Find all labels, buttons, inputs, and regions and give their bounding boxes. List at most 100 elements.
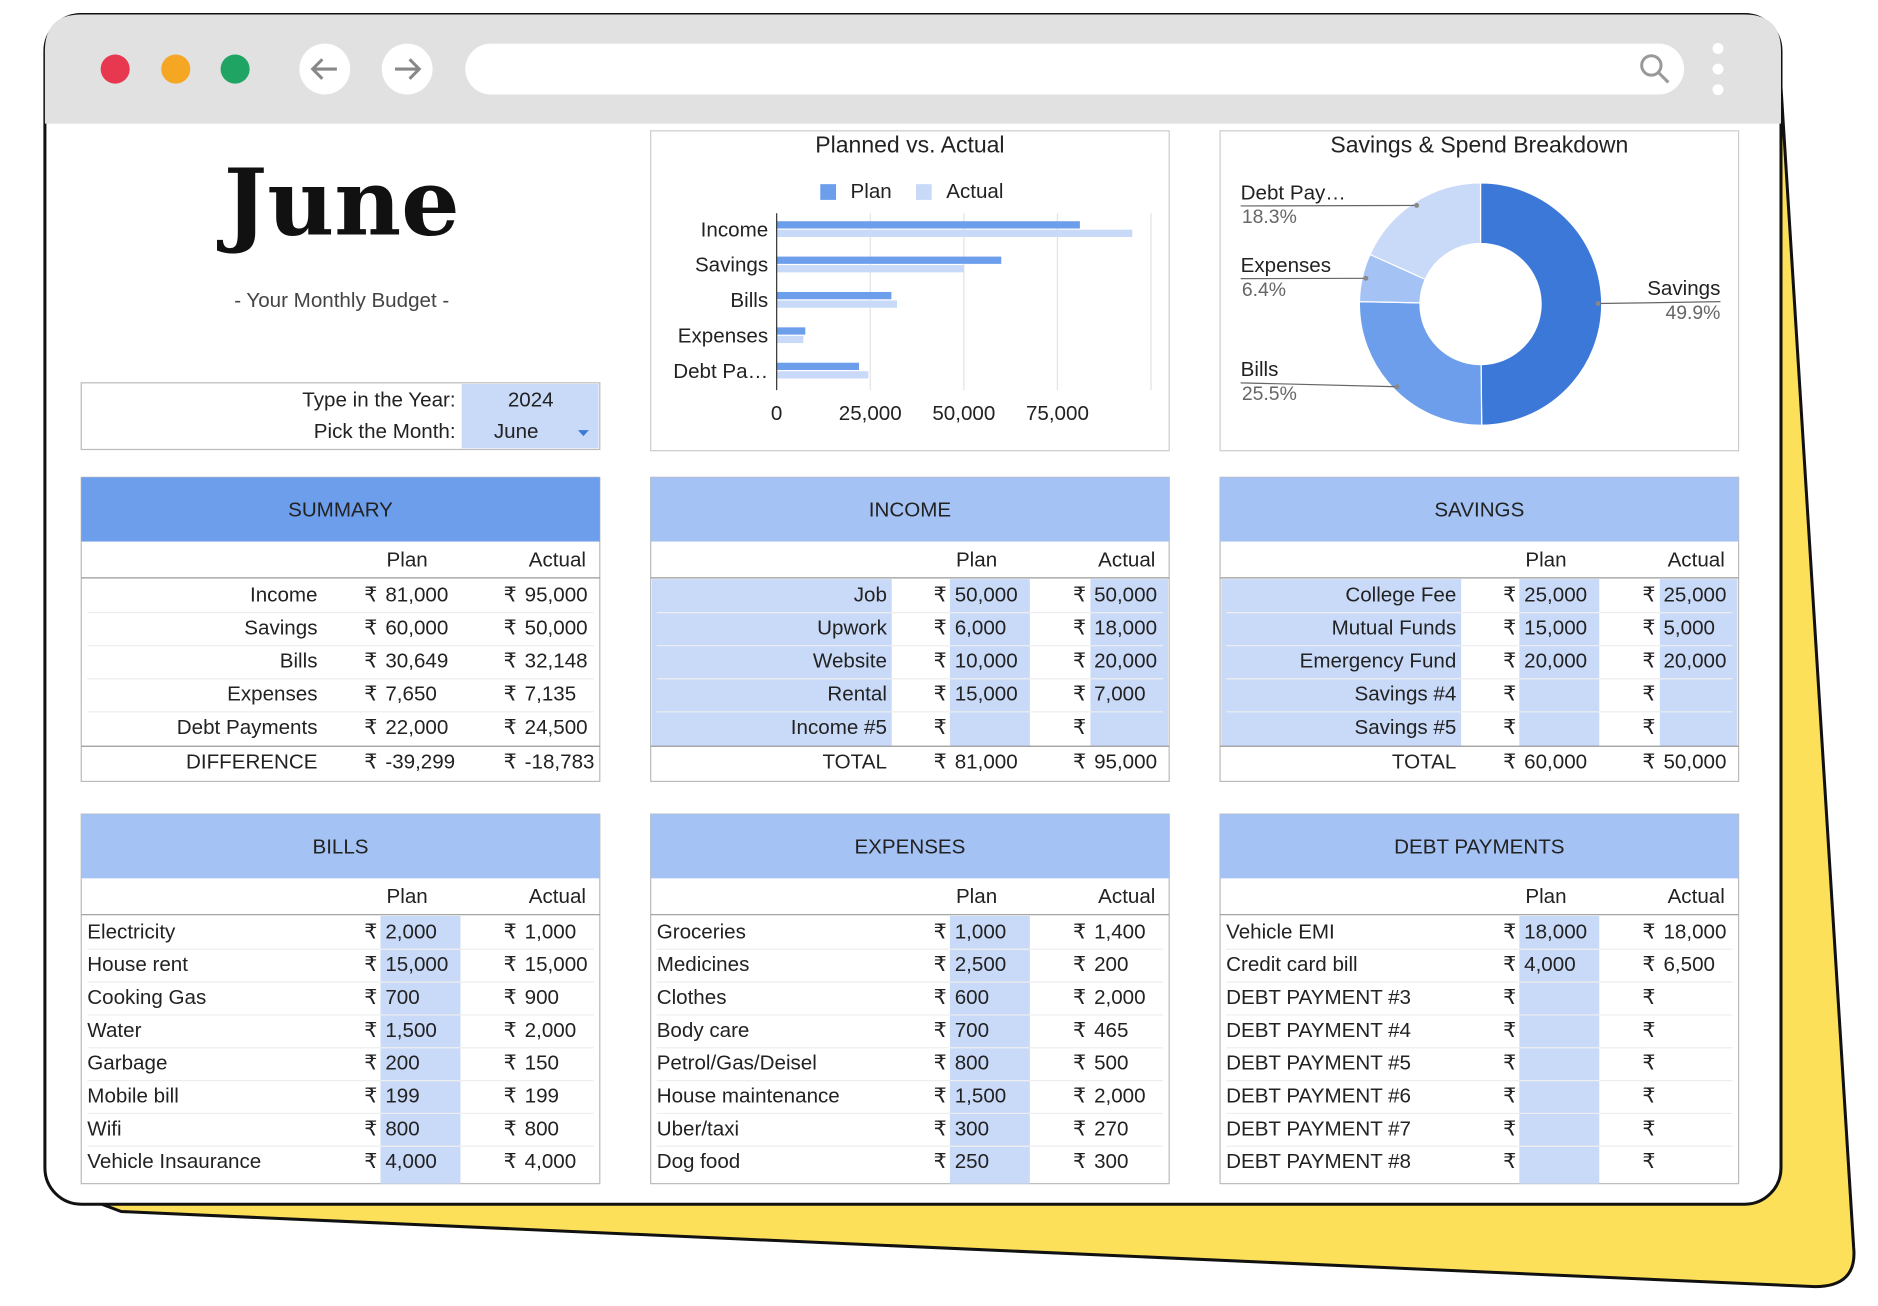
x-tick-label: 75,000 <box>1026 402 1089 425</box>
y-tick-label: Income <box>701 218 768 241</box>
row-label: DEBT PAYMENT #7 <box>1226 1117 1411 1140</box>
leader-line <box>1240 382 1398 388</box>
cell-value: 465 <box>1094 1019 1128 1042</box>
month-dropdown[interactable]: June <box>494 420 539 443</box>
currency-symbol: ₹ <box>1503 1084 1516 1107</box>
currency-symbol: ₹ <box>934 1117 947 1140</box>
month-label: Pick the Month: <box>314 420 456 443</box>
column-fill <box>949 915 1030 1184</box>
row-label: Income <box>250 583 317 606</box>
leader-dot <box>1394 384 1400 390</box>
row-label: Vehicle EMI <box>1226 920 1335 943</box>
cell-value: 25,000 <box>1524 583 1587 606</box>
currency-symbol: ₹ <box>1073 617 1086 640</box>
table-title-bar <box>81 814 600 879</box>
currency-symbol: ₹ <box>364 751 377 774</box>
year-input[interactable]: 2024 <box>508 388 554 411</box>
currency-symbol: ₹ <box>934 751 947 774</box>
column-header: Actual <box>1668 548 1725 571</box>
cell-value: 4,000 <box>385 1150 437 1173</box>
pie-value-label: 49.9% <box>1665 302 1720 324</box>
row-label: Groceries <box>657 920 746 943</box>
currency-symbol: ₹ <box>1503 1117 1516 1140</box>
bar <box>776 300 898 308</box>
search-icon[interactable] <box>1640 54 1670 84</box>
column-header: Plan <box>956 548 997 571</box>
cell-value: 1,500 <box>385 1019 437 1042</box>
y-tick-label: Savings <box>695 254 768 277</box>
currency-symbol: ₹ <box>934 953 947 976</box>
bar <box>776 256 1002 264</box>
currency-symbol: ₹ <box>1073 1150 1086 1173</box>
dropdown-arrow[interactable] <box>577 430 589 437</box>
column-header: Actual <box>529 548 586 571</box>
bar <box>776 327 806 335</box>
cell-value: 81,000 <box>385 583 448 606</box>
cell-value: 50,000 <box>1663 751 1726 774</box>
window-minimize[interactable] <box>161 54 191 84</box>
row-label: House maintenance <box>657 1084 840 1107</box>
row-label: DIFFERENCE <box>186 751 317 774</box>
currency-symbol: ₹ <box>364 683 377 706</box>
row-label: Rental <box>827 683 886 706</box>
bar <box>776 221 1080 229</box>
bar <box>776 362 860 370</box>
cell-value: 20,000 <box>1663 650 1726 673</box>
cell-value: 700 <box>385 986 419 1009</box>
currency-symbol: ₹ <box>364 1150 377 1173</box>
cell-value: 900 <box>525 986 559 1009</box>
row-label: Dog food <box>657 1150 741 1173</box>
currency-symbol: ₹ <box>1503 617 1516 640</box>
cell-value: 6,000 <box>955 617 1007 640</box>
currency-symbol: ₹ <box>1503 683 1516 706</box>
currency-symbol: ₹ <box>1503 751 1516 774</box>
column-header: Actual <box>1098 548 1155 571</box>
cell-value: 60,000 <box>385 617 448 640</box>
currency-symbol: ₹ <box>1642 1052 1655 1075</box>
cell-value: 199 <box>385 1084 419 1107</box>
currency-symbol: ₹ <box>934 650 947 673</box>
currency-symbol: ₹ <box>1503 1052 1516 1075</box>
row-label: Savings #4 <box>1354 683 1456 706</box>
leader-dot <box>1363 275 1369 281</box>
currency-symbol: ₹ <box>364 1019 377 1042</box>
currency-symbol: ₹ <box>1503 1150 1516 1173</box>
cell-value: 18,000 <box>1524 920 1587 943</box>
year-label: Type in the Year: <box>302 388 455 411</box>
window-maximize[interactable] <box>220 54 250 84</box>
menu-button[interactable] <box>1712 43 1724 96</box>
currency-symbol: ₹ <box>1073 716 1086 739</box>
back-button[interactable] <box>299 43 351 95</box>
table-title-bar <box>1220 814 1739 879</box>
currency-symbol: ₹ <box>504 716 517 739</box>
forward-button[interactable] <box>381 43 433 95</box>
bar <box>776 335 804 344</box>
row-fill <box>1221 579 1462 747</box>
window-close[interactable] <box>100 54 130 84</box>
table-title-bar <box>81 477 600 542</box>
currency-symbol: ₹ <box>1642 1084 1655 1107</box>
cell-value: -18,783 <box>525 751 595 774</box>
currency-symbol: ₹ <box>1642 583 1655 606</box>
cell-value: 7,135 <box>525 683 576 706</box>
cell-value: 20,000 <box>1524 650 1587 673</box>
pie-slice <box>1479 182 1603 426</box>
table-title: SAVINGS <box>1434 499 1524 522</box>
cell-value: 300 <box>955 1117 989 1140</box>
table-title: DEBT PAYMENTS <box>1394 835 1564 858</box>
currency-symbol: ₹ <box>1642 986 1655 1009</box>
search-lens <box>1640 54 1663 77</box>
cell-value: 25,000 <box>1663 583 1726 606</box>
cell-value: 15,000 <box>955 683 1018 706</box>
search-handle <box>1657 71 1670 84</box>
currency-symbol: ₹ <box>364 617 377 640</box>
currency-symbol: ₹ <box>364 1052 377 1075</box>
cell-value: 50,000 <box>955 583 1018 606</box>
menu-dot <box>1712 43 1724 54</box>
cell-value: 4,000 <box>1524 953 1576 976</box>
cell-value: 4,000 <box>525 1150 576 1173</box>
address-bar[interactable] <box>465 43 1685 95</box>
cell-value: 800 <box>525 1117 559 1140</box>
currency-symbol: ₹ <box>1073 986 1086 1009</box>
cell-value: 800 <box>385 1117 419 1140</box>
